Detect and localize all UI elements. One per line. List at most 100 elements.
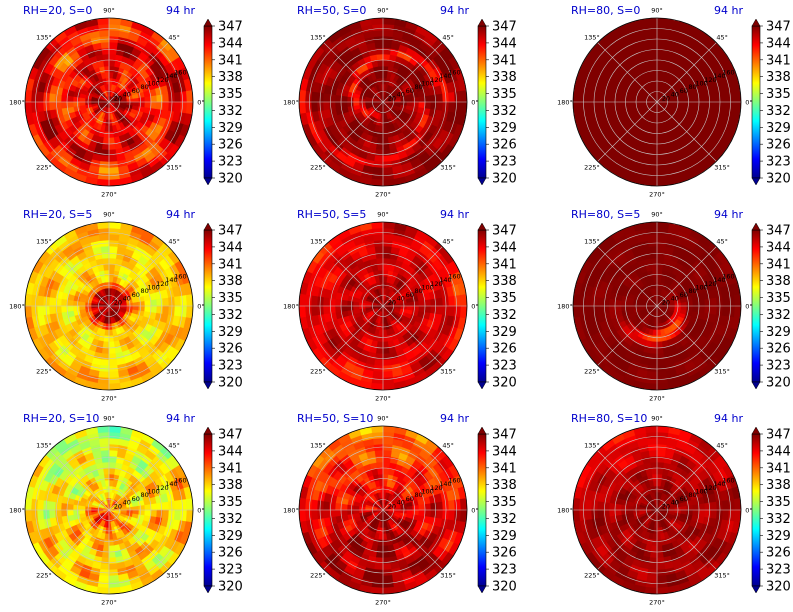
heatmap-cell [578,90,586,103]
angle-label: 135° [36,441,52,449]
heatmap-cell [412,101,420,108]
heatmap-cell [378,125,384,133]
heatmap-cell [108,275,114,283]
heatmap-cell [60,101,68,110]
heatmap-cell [382,227,395,235]
heatmap-cell [656,167,668,175]
grid-spoke [323,246,384,307]
heatmap-cell [614,95,622,103]
heatmap-cell [108,29,120,37]
heatmap-cell [98,29,110,37]
panel-time-label: 94 hr [166,208,195,221]
heatmap-cell [108,65,115,73]
grid-spoke [597,246,658,307]
radial-tick-label: 60 [680,291,688,299]
heatmap-cell [162,305,170,315]
grid-spoke [108,42,169,103]
grid-spoke [656,42,717,103]
grid-spoke [656,246,717,307]
heatmap-cell [722,295,730,307]
heatmap-cell [108,437,120,445]
heatmap-cell [372,167,384,175]
heatmap-cell [608,94,616,103]
colorbar-tick-label: 335 [766,291,791,306]
heatmap-cell [424,94,432,103]
heatmap-cell [374,245,384,253]
heatmap-cell [382,479,388,487]
colorbar [751,229,761,383]
heatmap-cell [686,305,694,312]
heatmap-cell [656,257,665,265]
colorbar-tick-label: 320 [492,376,517,391]
heatmap-cell [656,347,665,355]
heatmap-cell [54,101,62,110]
heatmap-cell [649,149,658,157]
grid-spoke [597,101,658,162]
angle-label: 45° [716,33,728,41]
heatmap-cell [374,359,384,367]
radial-tick-label: 20 [114,502,122,510]
heatmap-cell [626,97,634,103]
radial-tick-label: 160 [174,476,186,484]
heatmap-cell [645,377,658,385]
heatmap-cell [620,300,628,307]
heatmap-cell [54,502,62,511]
radial-tick-label: 120 [430,76,442,84]
heatmap-cell [430,94,438,103]
angle-label: 180° [557,99,573,107]
polar-panel: 20 40 60 801001201401600°45°90°135°180°225°… [9,412,243,607]
radial-tick-label: 160 [174,272,186,280]
angle-label: 45° [442,237,454,245]
radial-tick-label: 60 [406,291,414,299]
angle-label: 225° [310,164,326,172]
heatmap-cell [382,41,392,49]
heatmap-cell [101,149,110,157]
angle-label: 0° [197,303,204,311]
heatmap-cell [649,53,658,61]
colorbar-tick-label: 341 [766,257,791,272]
heatmap-cell [596,305,604,315]
angle-label: 270° [101,395,117,403]
heatmap-cell [54,298,62,307]
radial-tick-label: 140 [439,276,451,284]
colorbar [751,25,761,179]
colorbar-tick-label: 344 [766,36,791,51]
heatmap-cell [704,94,712,103]
heatmap-cell [103,335,110,343]
heatmap-cell [656,65,663,73]
heatmap-cell [101,461,110,469]
heatmap-cell [596,101,604,111]
heatmap-cell [180,101,188,114]
heatmap-cell [100,41,110,49]
heatmap-cell [334,305,342,314]
colorbar-extend-max [751,222,761,231]
heatmap-cell [36,91,44,103]
colorbar-tick-label: 329 [218,325,243,340]
colorbar-extend-max [203,18,213,27]
colorbar-tick-label: 332 [492,308,517,323]
angle-label: 315° [714,164,730,172]
heatmap-cell [138,101,146,108]
heatmap-cell [578,305,586,318]
polar-panel: 20 40 60 801001201401600°45°90°135°180°225°… [283,208,517,403]
heatmap-cell [728,294,736,307]
angle-label: 135° [584,33,600,41]
heatmap-cell [382,59,390,67]
colorbar-tick-label: 341 [766,53,791,68]
heatmap-cell [100,245,110,253]
heatmap-cell [30,509,38,522]
heatmap-cell [651,335,658,343]
angle-label: 90° [377,7,389,15]
radial-tick-label: 140 [165,480,177,488]
panel-time-label: 94 hr [440,208,469,221]
angle-label: 225° [584,164,600,172]
angle-label: 135° [584,237,600,245]
panel-title: RH=80, S=5 [571,208,640,221]
radial-tick-label: 20 [114,94,122,102]
heatmap-cell [436,297,444,307]
radial-tick-label: 40 [671,91,679,99]
heatmap-cell [108,167,120,175]
heatmap-cell [352,97,360,103]
heatmap-cell [646,29,658,37]
colorbar-tick-label: 347 [218,20,243,35]
